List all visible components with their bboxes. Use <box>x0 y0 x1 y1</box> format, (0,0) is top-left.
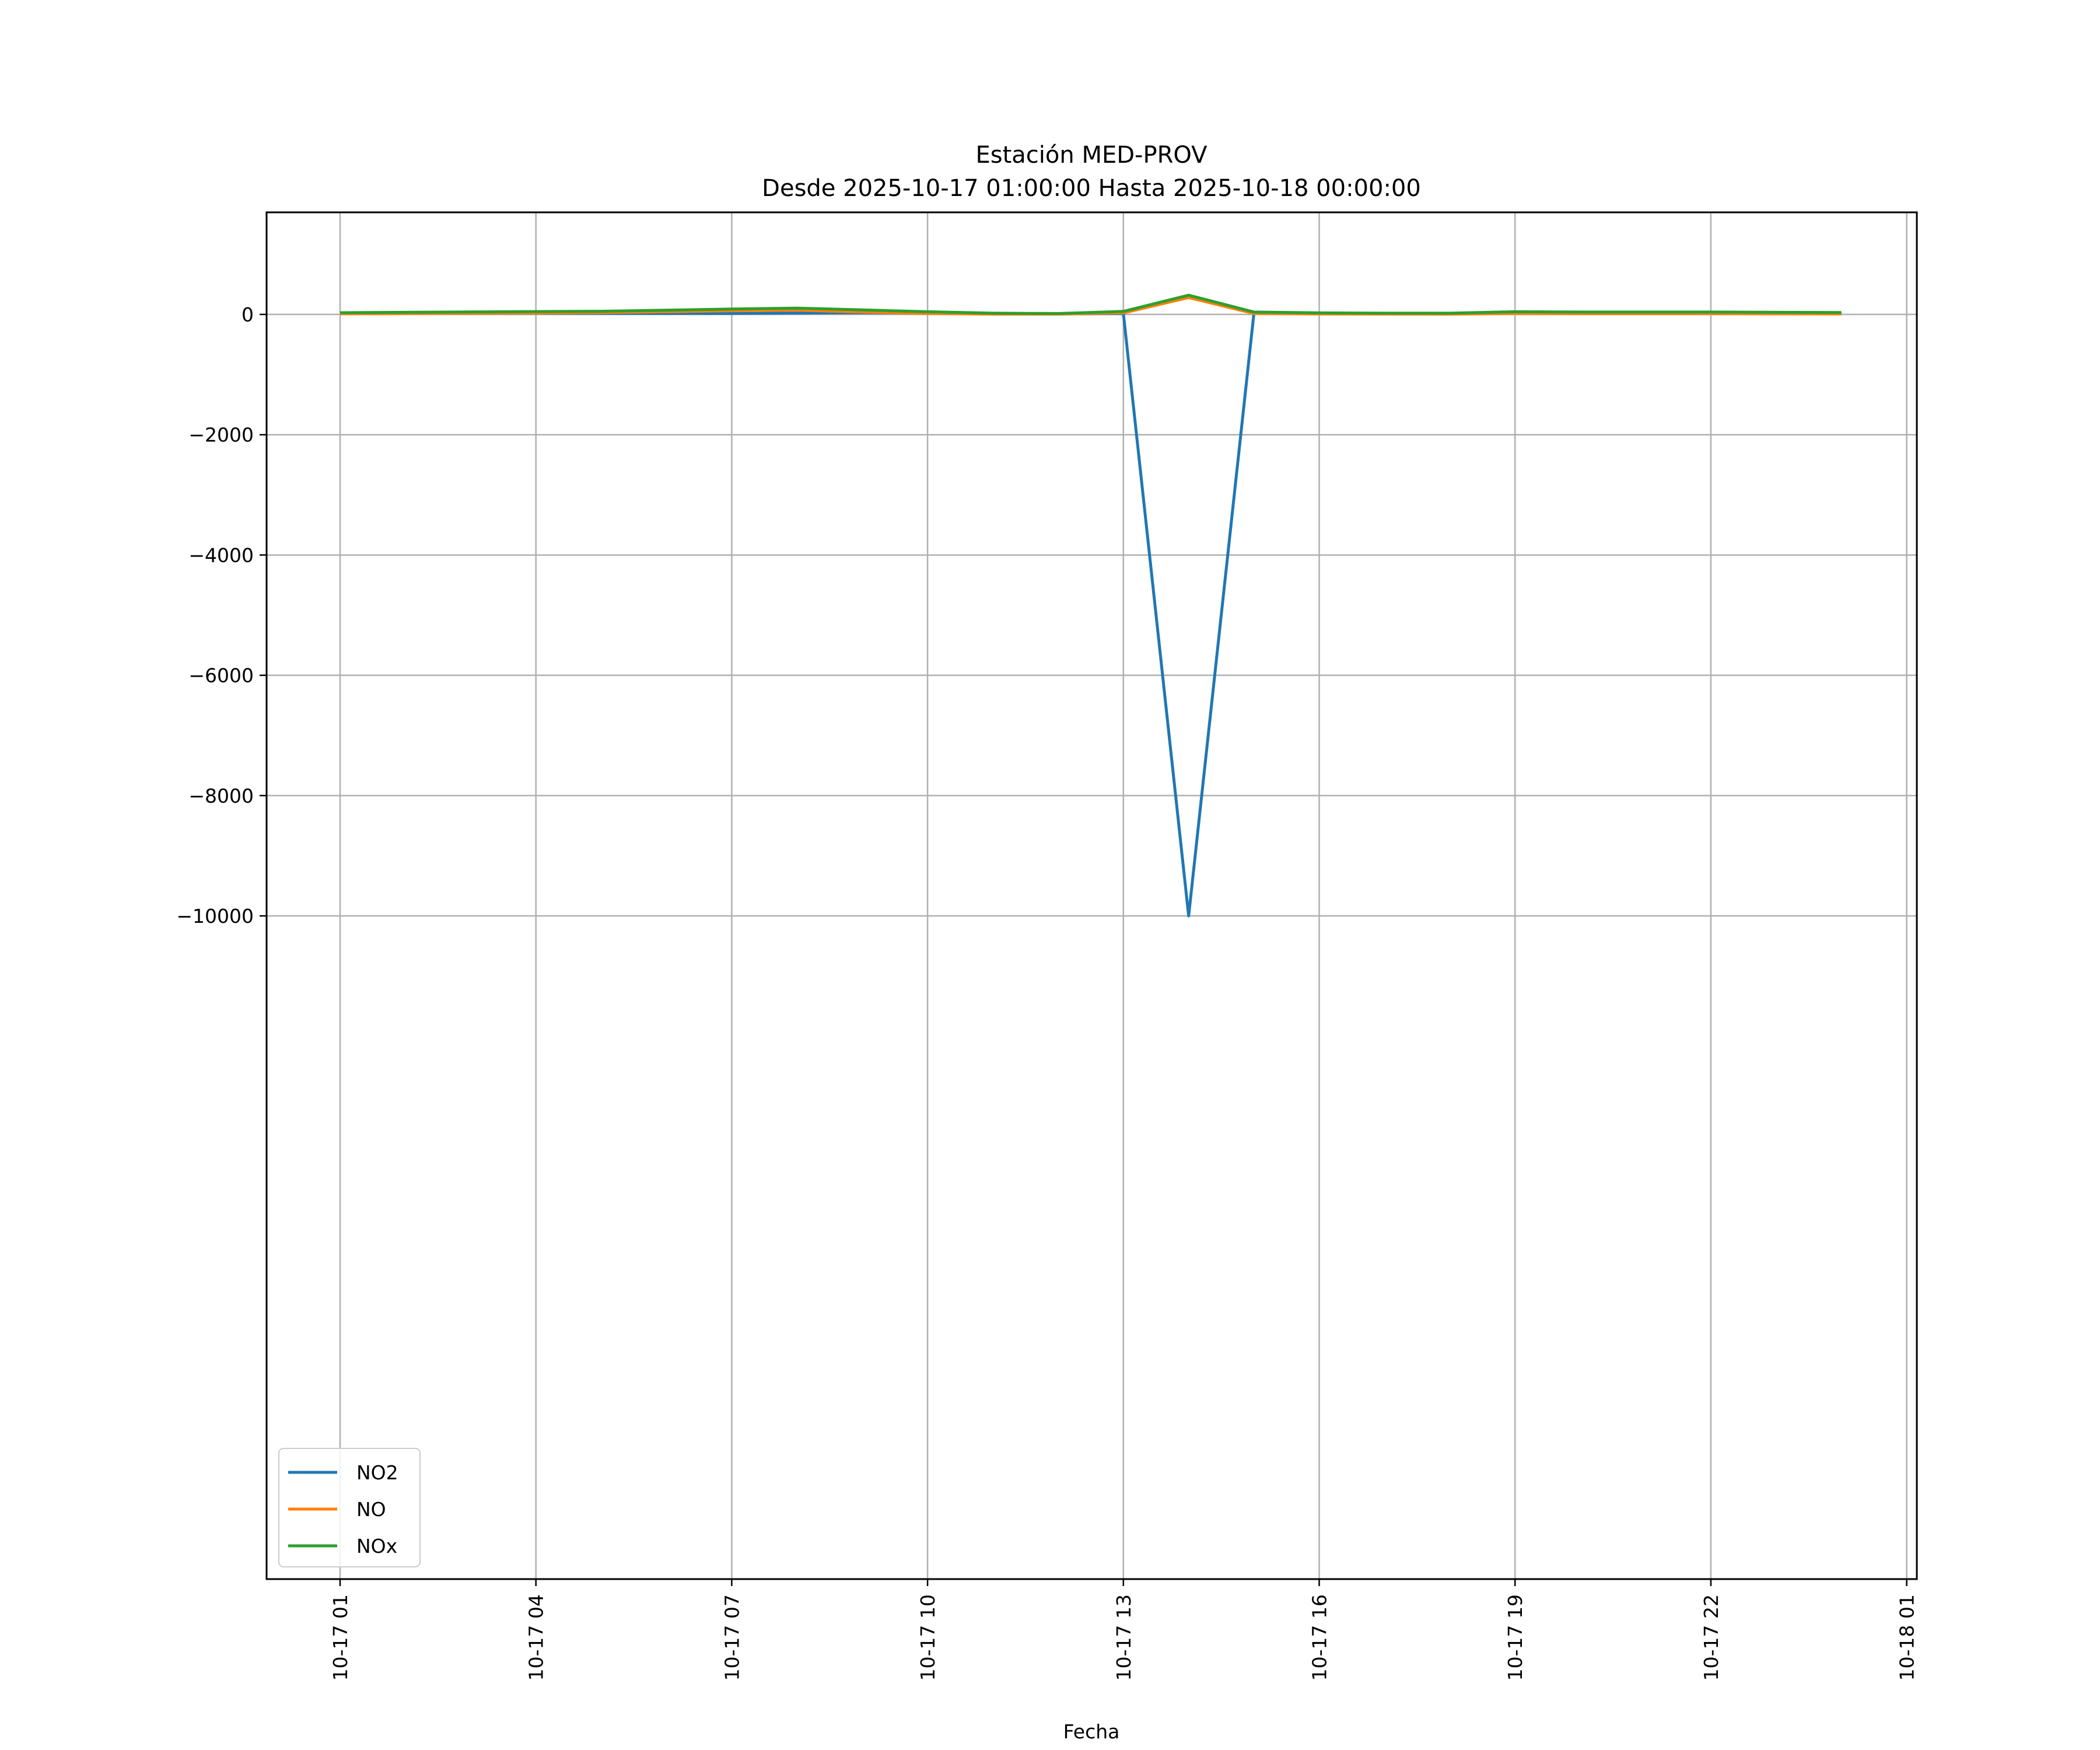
x-tick-label: 10-17 07 <box>720 1594 743 1681</box>
y-tick-label: 0 <box>242 303 254 326</box>
legend: NO2 NO NOx <box>278 1448 421 1567</box>
y-axis: 0 −2000 −4000 −6000 −8000 −10000 <box>176 303 267 928</box>
y-tick-label: −4000 <box>188 544 254 566</box>
x-tick-label: 10-17 19 <box>1504 1594 1527 1681</box>
grid <box>267 212 1917 1579</box>
x-tick-label: 10-17 22 <box>1700 1594 1723 1681</box>
y-tick-label: −10000 <box>176 905 254 928</box>
x-axis: 10-17 01 10-17 04 10-17 07 10-17 10 10-17 13… <box>329 1579 1919 1681</box>
x-tick-label: 10-17 13 <box>1112 1594 1135 1681</box>
x-tick-label: 10-17 16 <box>1308 1594 1331 1681</box>
chart-subtitle: Desde 2025-10-17 01:00:00 Hasta 2025-10-… <box>762 175 1421 202</box>
series-line-nox <box>340 293 1842 315</box>
legend-label-nox: NOx <box>356 1535 397 1558</box>
x-tick-label: 10-17 04 <box>525 1594 548 1681</box>
x-tick-label: 10-18 01 <box>1896 1594 1919 1681</box>
y-tick-label: −6000 <box>188 664 254 687</box>
legend-label-no2: NO2 <box>356 1461 398 1484</box>
legend-label-no: NO <box>356 1498 386 1521</box>
y-tick-label: −2000 <box>188 424 254 446</box>
x-axis-label: Fecha <box>1063 1720 1120 1743</box>
plot-frame <box>265 211 1918 1580</box>
x-tick-label: 10-17 10 <box>916 1594 939 1681</box>
x-tick-label: 10-17 01 <box>329 1594 352 1681</box>
y-tick-label: −8000 <box>188 785 254 807</box>
legend-box <box>278 1448 421 1567</box>
series-lines <box>340 293 1842 918</box>
chart-title: Estación MED-PROV <box>975 142 1208 169</box>
